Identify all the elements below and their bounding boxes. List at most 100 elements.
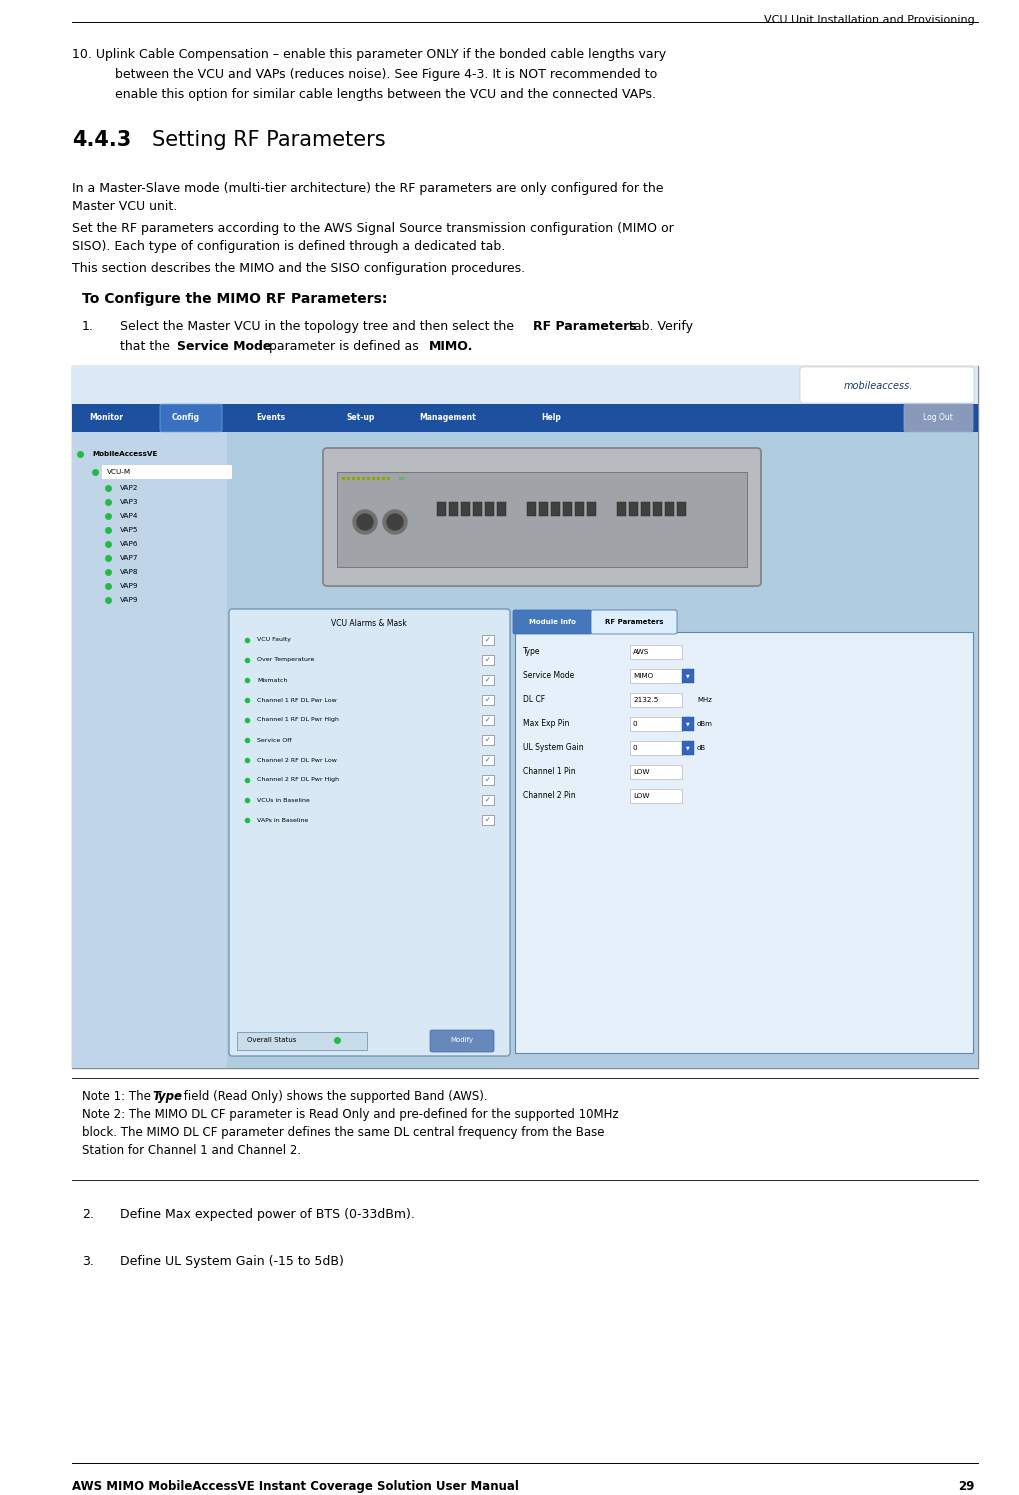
FancyBboxPatch shape [485, 502, 494, 516]
FancyBboxPatch shape [904, 404, 973, 432]
FancyBboxPatch shape [72, 366, 978, 1067]
FancyBboxPatch shape [461, 502, 470, 516]
FancyBboxPatch shape [482, 736, 494, 745]
Text: Channel 1 RF DL Pwr Low: Channel 1 RF DL Pwr Low [257, 698, 336, 703]
FancyBboxPatch shape [630, 668, 682, 683]
Text: VAP2: VAP2 [120, 484, 139, 490]
Text: ▼: ▼ [686, 746, 690, 750]
Text: ✓: ✓ [485, 816, 491, 824]
FancyBboxPatch shape [449, 502, 458, 516]
Text: that the: that the [120, 339, 174, 353]
Text: Over Temperature: Over Temperature [257, 658, 315, 662]
FancyBboxPatch shape [682, 668, 694, 683]
FancyBboxPatch shape [497, 502, 506, 516]
FancyBboxPatch shape [72, 432, 227, 1067]
Text: Channel 2 RF DL Pwr Low: Channel 2 RF DL Pwr Low [257, 758, 337, 762]
FancyBboxPatch shape [227, 607, 978, 1067]
Text: LOW: LOW [633, 768, 649, 774]
Text: Channel 2 RF DL Pwr High: Channel 2 RF DL Pwr High [257, 777, 339, 782]
FancyBboxPatch shape [575, 502, 584, 516]
Text: Config: Config [172, 414, 200, 423]
Text: VAP4: VAP4 [120, 513, 139, 519]
Text: Define UL System Gain (-15 to 5dB): Define UL System Gain (-15 to 5dB) [120, 1254, 343, 1268]
FancyBboxPatch shape [352, 477, 355, 480]
Text: 0: 0 [633, 721, 638, 727]
FancyBboxPatch shape [430, 1030, 494, 1052]
FancyBboxPatch shape [665, 502, 674, 516]
Text: between the VCU and VAPs (reduces noise). See Figure 4-3. It is NOT recommended : between the VCU and VAPs (reduces noise)… [115, 67, 657, 81]
Text: ✓: ✓ [485, 777, 491, 783]
Circle shape [383, 510, 407, 534]
FancyBboxPatch shape [587, 502, 596, 516]
Text: VAP9: VAP9 [120, 597, 139, 602]
Text: MHz: MHz [697, 697, 712, 703]
Text: ✓: ✓ [485, 677, 491, 683]
Text: 4.4.3: 4.4.3 [72, 130, 131, 150]
FancyBboxPatch shape [482, 774, 494, 785]
FancyBboxPatch shape [372, 477, 375, 480]
Circle shape [387, 514, 403, 531]
FancyBboxPatch shape [367, 477, 370, 480]
Text: VAP7: VAP7 [120, 555, 139, 561]
FancyBboxPatch shape [482, 715, 494, 725]
Text: VCU-M: VCU-M [107, 469, 131, 475]
Text: ✓: ✓ [485, 797, 491, 803]
Text: VCUs in Baseline: VCUs in Baseline [257, 797, 310, 803]
Text: ▼: ▼ [686, 674, 690, 679]
FancyBboxPatch shape [616, 502, 626, 516]
FancyBboxPatch shape [323, 448, 761, 586]
Text: VAP9: VAP9 [120, 583, 139, 589]
Text: Channel 2 Pin: Channel 2 Pin [523, 791, 576, 800]
Text: Select the Master VCU in the topology tree and then select the: Select the Master VCU in the topology tr… [120, 320, 518, 333]
FancyBboxPatch shape [482, 795, 494, 804]
FancyBboxPatch shape [515, 632, 973, 1052]
Text: 1.: 1. [82, 320, 94, 333]
Text: Define Max expected power of BTS (0-33dBm).: Define Max expected power of BTS (0-33dB… [120, 1208, 415, 1221]
FancyBboxPatch shape [437, 502, 446, 516]
Text: VCU Faulty: VCU Faulty [257, 637, 291, 643]
Text: Set-up: Set-up [346, 414, 375, 423]
FancyBboxPatch shape [227, 432, 978, 1067]
Text: Set the RF parameters according to the AWS Signal Source transmission configurat: Set the RF parameters according to the A… [72, 221, 674, 235]
FancyBboxPatch shape [482, 695, 494, 706]
Text: 2132.5: 2132.5 [633, 697, 658, 703]
Text: Service Off: Service Off [257, 737, 291, 743]
Text: Modify: Modify [450, 1038, 474, 1044]
FancyBboxPatch shape [229, 608, 510, 1055]
Text: ✓: ✓ [485, 718, 491, 724]
Text: Events: Events [257, 414, 285, 423]
Text: This section describes the MIMO and the SISO configuration procedures.: This section describes the MIMO and the … [72, 262, 525, 275]
Text: on: on [399, 477, 406, 481]
FancyBboxPatch shape [337, 472, 747, 567]
FancyBboxPatch shape [377, 477, 380, 480]
FancyBboxPatch shape [482, 635, 494, 644]
Text: tab. Verify: tab. Verify [625, 320, 693, 333]
FancyBboxPatch shape [357, 477, 360, 480]
Text: field (Read Only) shows the supported Band (AWS).: field (Read Only) shows the supported Ba… [180, 1090, 488, 1103]
FancyBboxPatch shape [342, 477, 345, 480]
Text: Station for Channel 1 and Channel 2.: Station for Channel 1 and Channel 2. [82, 1144, 302, 1157]
FancyBboxPatch shape [630, 694, 682, 707]
Text: Service Mode: Service Mode [523, 671, 575, 680]
Text: dBm: dBm [697, 721, 713, 727]
FancyBboxPatch shape [630, 765, 682, 779]
Text: ✓: ✓ [485, 697, 491, 703]
Text: In a Master-Slave mode (multi-tier architecture) the RF parameters are only conf: In a Master-Slave mode (multi-tier archi… [72, 182, 663, 194]
FancyBboxPatch shape [527, 502, 536, 516]
FancyBboxPatch shape [564, 502, 572, 516]
FancyBboxPatch shape [102, 465, 232, 478]
Text: Mismatch: Mismatch [257, 677, 287, 683]
Text: Type: Type [523, 647, 540, 656]
Text: block. The MIMO DL CF parameter defines the same DL central frequency from the B: block. The MIMO DL CF parameter defines … [82, 1126, 604, 1139]
Text: Service Mode: Service Mode [177, 339, 271, 353]
Text: ✓: ✓ [485, 656, 491, 662]
FancyBboxPatch shape [641, 502, 650, 516]
FancyBboxPatch shape [682, 742, 694, 755]
Text: Management: Management [420, 414, 476, 423]
FancyBboxPatch shape [591, 610, 677, 634]
Text: RF Parameters: RF Parameters [604, 619, 663, 625]
Text: RF Parameters: RF Parameters [533, 320, 637, 333]
Text: Module Info: Module Info [529, 619, 576, 625]
FancyBboxPatch shape [473, 502, 482, 516]
Text: Max Exp Pin: Max Exp Pin [523, 719, 570, 728]
